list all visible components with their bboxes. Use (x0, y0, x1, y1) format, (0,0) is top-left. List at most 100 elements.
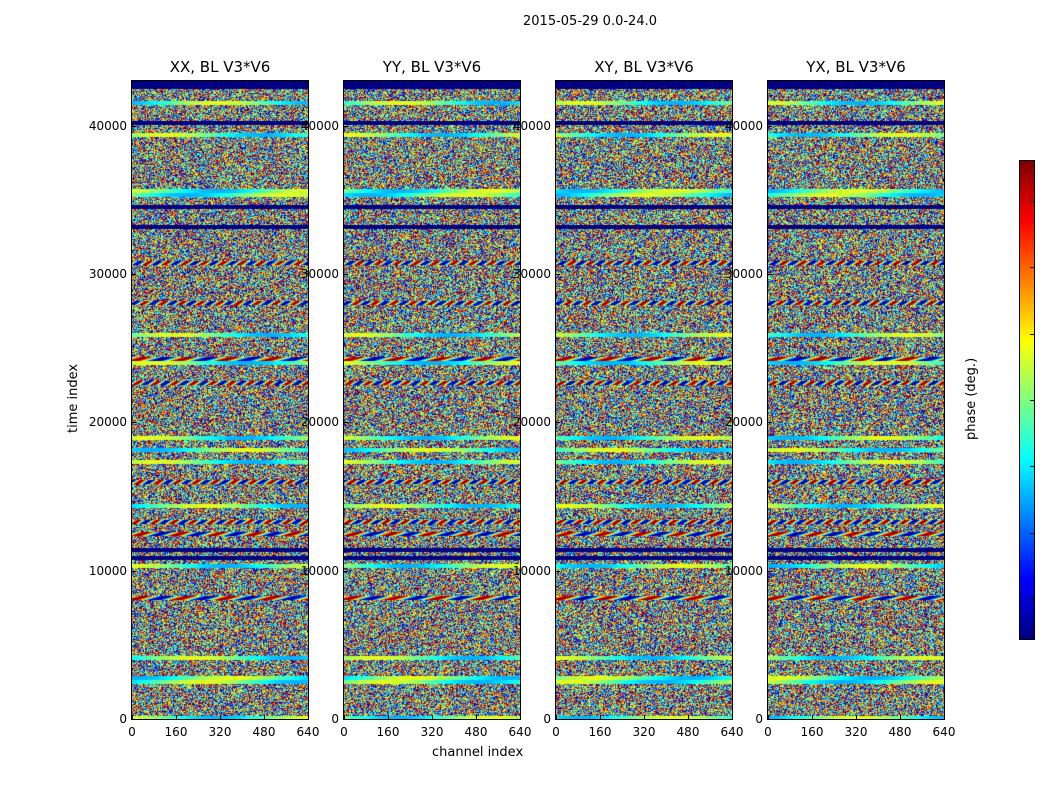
colorbar-tick-label: 0 (1040, 394, 1050, 405)
heatmap-canvas-yy (344, 81, 520, 719)
colorbar-tick-mark (1030, 400, 1034, 401)
y-tick-label: 0 (543, 712, 551, 726)
x-tick-mark (556, 715, 557, 719)
x-tick-mark (768, 715, 769, 719)
x-tick-label: 320 (208, 725, 232, 739)
y-tick-mark (132, 422, 136, 424)
x-tick-label: 0 (128, 725, 136, 739)
x-tick-mark (600, 715, 601, 719)
y-tick-label: 30000 (724, 266, 763, 281)
y-tick-label: 30000 (512, 266, 551, 281)
colorbar-tick-label: −150 (1040, 593, 1050, 604)
y-tick-label: 30000 (88, 266, 127, 281)
colorbar-gradient (1020, 161, 1034, 639)
y-tick-label: 10000 (88, 563, 127, 578)
y-tick-mark (768, 273, 772, 275)
y-tick-label: 0 (755, 712, 763, 726)
colorbar (1019, 160, 1035, 640)
y-tick-label: 20000 (88, 415, 127, 430)
x-tick-label: 0 (340, 725, 348, 739)
y-tick-label: 40000 (512, 118, 551, 133)
y-tick-mark (768, 422, 772, 424)
colorbar-tick-label: 150 (1040, 195, 1050, 206)
y-tick-label: 30000 (300, 266, 339, 281)
colorbar-tick-label: −100 (1040, 527, 1050, 538)
y-tick-mark (768, 570, 772, 572)
x-tick-mark (388, 715, 389, 719)
x-tick-label: 160 (376, 725, 400, 739)
x-tick-mark (220, 715, 221, 719)
x-tick-mark (264, 715, 265, 719)
y-tick-mark (344, 570, 348, 572)
x-tick-label: 160 (588, 725, 612, 739)
y-tick-label: 20000 (300, 415, 339, 430)
y-tick-mark (132, 719, 136, 720)
y-tick-mark (768, 719, 772, 720)
y-tick-label: 10000 (512, 563, 551, 578)
y-axis-label: time index (66, 363, 81, 433)
heatmap-canvas-xx (132, 81, 308, 719)
x-tick-mark (344, 715, 345, 719)
y-tick-label: 20000 (512, 415, 551, 430)
colorbar-label: phase (deg.) (964, 357, 979, 440)
heatmap-canvas-xy (556, 81, 732, 719)
x-tick-mark (688, 715, 689, 719)
x-tick-mark (520, 715, 521, 719)
y-tick-label: 0 (331, 712, 339, 726)
y-tick-mark (556, 570, 560, 572)
x-tick-label: 640 (932, 725, 956, 739)
y-tick-label: 20000 (724, 415, 763, 430)
x-tick-label: 320 (420, 725, 444, 739)
x-tick-label: 640 (508, 725, 532, 739)
x-tick-mark (856, 715, 857, 719)
heatmap-panel-yy (343, 80, 521, 720)
x-tick-mark (308, 715, 309, 719)
x-tick-label: 160 (164, 725, 188, 739)
x-tick-label: 640 (720, 725, 744, 739)
x-tick-mark (476, 715, 477, 719)
x-tick-mark (432, 715, 433, 719)
y-tick-label: 40000 (724, 118, 763, 133)
heatmap-panel-yx (767, 80, 945, 720)
heatmap-panel-xx (131, 80, 309, 720)
colorbar-tick-mark (1030, 200, 1034, 202)
heatmap-panel-xy (555, 80, 733, 720)
panel-title-yx: YX, BL V3*V6 (806, 58, 906, 76)
x-axis-label: channel index (432, 745, 524, 760)
x-tick-mark (176, 715, 177, 719)
y-tick-mark (556, 273, 560, 275)
x-tick-mark (644, 715, 645, 719)
panel-title-xy: XY, BL V3*V6 (594, 58, 694, 76)
y-tick-mark (132, 273, 136, 275)
x-tick-label: 480 (464, 725, 488, 739)
x-tick-mark (900, 715, 901, 719)
y-tick-mark (556, 422, 560, 424)
colorbar-tick-mark (1030, 267, 1034, 269)
x-tick-mark (944, 715, 945, 719)
y-tick-label: 10000 (300, 563, 339, 578)
x-tick-label: 480 (252, 725, 276, 739)
x-tick-label: 160 (800, 725, 824, 739)
x-tick-label: 480 (676, 725, 700, 739)
y-tick-mark (556, 719, 560, 720)
panel-title-xx: XX, BL V3*V6 (169, 58, 271, 76)
x-tick-label: 0 (552, 725, 560, 739)
y-tick-mark (132, 570, 136, 572)
y-tick-mark (556, 125, 560, 127)
y-tick-label: 10000 (724, 563, 763, 578)
x-tick-label: 320 (632, 725, 656, 739)
colorbar-tick-label: 100 (1040, 261, 1050, 272)
x-tick-mark (132, 715, 133, 719)
colorbar-tick-label: −50 (1040, 460, 1050, 471)
x-tick-mark (732, 715, 733, 719)
y-tick-label: 0 (119, 712, 127, 726)
y-tick-mark (768, 125, 772, 127)
heatmap-canvas-yx (768, 81, 944, 719)
colorbar-tick-mark (1030, 532, 1034, 534)
x-tick-label: 0 (764, 725, 772, 739)
colorbar-tick-mark (1030, 599, 1034, 601)
colorbar-tick-mark (1030, 333, 1034, 335)
panel-title-yy: YY, BL V3*V6 (382, 58, 482, 76)
x-tick-mark (812, 715, 813, 719)
x-tick-label: 640 (296, 725, 320, 739)
